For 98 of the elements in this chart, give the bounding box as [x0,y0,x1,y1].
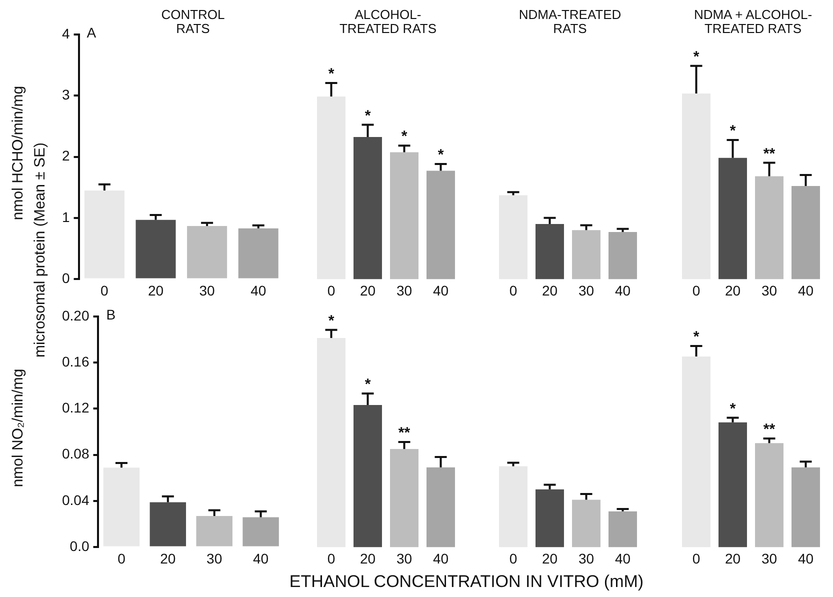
bar [682,93,710,280]
bar [682,356,710,548]
data-label: * [328,312,334,330]
data-label: ** [398,424,410,442]
data-label: * [693,328,700,346]
x-tick-label: 30 [396,282,412,298]
x-tick-label: 30 [396,550,412,566]
data-label: * [364,107,371,124]
bar [187,226,228,278]
y-tick-label: 4 [62,25,70,42]
x-tick-label: 40 [798,282,814,298]
bar [536,224,564,280]
x-tick-label: 0 [327,550,336,566]
data-label: * [364,376,371,394]
x-tick-label: 20 [360,550,376,566]
x-tick-label: 0 [692,282,700,298]
data-label: * [401,128,408,146]
x-tick-label: 0 [118,550,126,566]
x-tick-label: 20 [360,282,376,298]
x-tick-label: 0 [327,282,336,298]
x-tick-label: 0 [509,550,518,566]
bar [499,466,528,548]
data-label: * [693,48,700,66]
x-tick-label: 40 [614,550,631,566]
bar [354,136,382,280]
x-tick-label: 20 [724,282,741,298]
y-tick-label: 0.20 [62,307,90,324]
y-tick-label: 0.04 [62,492,90,508]
x-tick-label: 30 [761,282,778,298]
x-tick-label: 0 [509,282,518,298]
bar [317,96,346,280]
data-label: * [730,400,736,418]
bar [572,500,600,548]
bar [572,230,600,280]
x-tick-label: 40 [798,550,814,566]
x-tick-label: 30 [578,550,594,566]
bar [136,220,176,278]
x-tick-label: 40 [432,550,449,566]
x-tick-label: 20 [542,550,558,566]
y-axis-title: nmol NO₂/min/mg [10,368,26,488]
x-tick-label: 30 [578,282,594,298]
x-axis-title: ETHANOL CONCENTRATION IN VITRO (mM) [288,572,645,592]
x-tick-label: 30 [761,550,778,566]
annotation: B [106,306,116,322]
y-tick-label: 0.16 [62,353,90,370]
text: microsomal protein (Mean ± SE) [32,142,48,358]
bar [238,228,278,278]
x-tick-label: 40 [250,282,266,298]
bar [755,443,784,548]
x-tick-label: 40 [614,282,631,298]
x-tick-label: 40 [252,550,269,566]
bar [792,186,820,280]
annotation: A [86,24,97,40]
data-label: * [328,66,334,83]
bar [390,152,418,280]
bar [84,190,124,278]
chart-title: CONTROL RATS [160,7,226,36]
x-tick-label: 20 [160,550,176,566]
chart-title: NDMA + ALCOHOL- TREATED RATS [692,7,814,36]
chart-title: NDMA-TREATED RATS [518,7,622,36]
data-label: ** [763,145,776,162]
y-tick-label: 0 [62,270,70,286]
bar [499,195,528,280]
data-label: * [730,122,736,140]
y-axis-title: nmol HCHO/min/mg [10,86,26,220]
x-tick-label: 20 [148,282,164,298]
bar [536,489,564,548]
y-tick-label: 0.08 [62,446,90,462]
bar [390,448,418,548]
bar [426,467,455,548]
bar [242,517,279,546]
x-tick-label: 20 [724,550,741,566]
y-tick-label: 0.0 [70,538,90,554]
x-tick-label: 30 [206,550,222,566]
x-tick-label: 0 [692,550,700,566]
bar [196,516,232,546]
bar [317,338,346,548]
bar [792,467,820,548]
bar [608,511,637,548]
data-label: ** [763,421,776,438]
bar [426,170,455,280]
y-tick-label: 0.12 [62,400,90,416]
data-label: * [438,146,444,164]
bar [354,405,382,548]
x-tick-label: 0 [100,282,109,298]
chart-title: ALCOHOL- TREATED RATS [338,7,438,36]
bar [718,158,747,280]
bar [608,232,637,280]
bar [150,502,186,546]
y-tick-label: 3 [62,86,70,102]
bar [755,176,784,280]
bar [718,422,747,548]
x-tick-label: 30 [199,282,216,298]
x-tick-label: 20 [542,282,558,298]
bar [103,468,140,546]
y-tick-label: 1 [62,208,70,225]
y-tick-label: 2 [62,148,70,164]
x-tick-label: 40 [432,282,449,298]
